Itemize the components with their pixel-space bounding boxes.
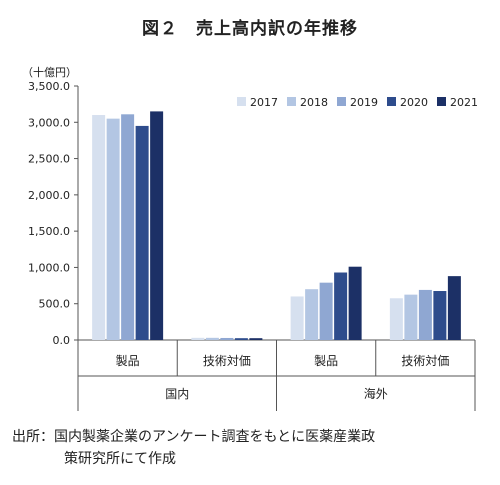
- bar-2019: [319, 282, 333, 340]
- legend-label: 2019: [350, 96, 378, 109]
- legend-label: 2018: [300, 96, 328, 109]
- bar-2019: [220, 337, 234, 340]
- y-axis-unit: （十億円）: [22, 66, 77, 79]
- legend-swatch-2018: [287, 97, 296, 106]
- bar-2018: [205, 337, 219, 340]
- source-text-line2: 策研究所にて作成: [64, 451, 176, 467]
- y-tick-label: 3,000.0: [28, 116, 70, 129]
- x-category-label: 技術対価: [203, 354, 251, 368]
- legend-label: 2017: [250, 96, 278, 109]
- bar-2020: [135, 125, 149, 341]
- x-category-label: 製品: [116, 354, 140, 368]
- source-label: 出所：: [12, 429, 54, 445]
- x-category-label: 製品: [314, 354, 338, 368]
- y-tick-label: 1,500.0: [28, 225, 70, 238]
- y-tick-label: 3,500.0: [28, 80, 70, 93]
- bar-2021: [447, 276, 461, 340]
- x-category-label: 技術対価: [401, 354, 449, 368]
- bar-2017: [389, 298, 403, 340]
- bar-2019: [121, 114, 135, 340]
- legend-label: 2020: [400, 96, 428, 109]
- bar-2021: [249, 338, 263, 340]
- bar-2021: [150, 111, 164, 341]
- bar-2018: [106, 118, 120, 341]
- bar-2021: [348, 266, 362, 340]
- y-tick-label: 2,000.0: [28, 189, 70, 202]
- legend-swatch-2019: [337, 97, 346, 106]
- source-text-line1: 国内製薬企業のアンケート調査をもとに医薬産業政: [54, 429, 376, 445]
- bar-chart: 0.0 500.0 1,000.0 1,500.0 2,000.0 2,500.0 3,00…: [28, 80, 478, 411]
- legend-label: 2021: [450, 96, 478, 109]
- bar-2019: [418, 289, 432, 340]
- bar-2017: [92, 115, 106, 341]
- bar-2018: [404, 294, 418, 340]
- bar-2020: [234, 338, 248, 340]
- y-tick-label: 500.0: [39, 298, 71, 311]
- bar-2020: [433, 291, 447, 340]
- bar-2020: [334, 272, 348, 340]
- source-note: 出所：国内製薬企業のアンケート調査をもとに医薬産業政 策研究所にて作成: [12, 426, 492, 470]
- legend-swatch-2017: [237, 97, 246, 106]
- x-group-label: 海外: [364, 386, 388, 401]
- y-tick-label: 0.0: [53, 334, 71, 347]
- legend-swatch-2020: [387, 97, 396, 106]
- legend-swatch-2021: [437, 97, 446, 106]
- chart-title: 図２ 売上高内訳の年推移: [142, 19, 358, 39]
- y-tick-label: 2,500.0: [28, 153, 70, 166]
- y-tick-label: 1,000.0: [28, 261, 70, 274]
- bar-2017: [290, 296, 304, 340]
- x-group-label: 国内: [165, 387, 189, 401]
- bar-2017: [191, 337, 205, 340]
- bar-2018: [305, 289, 319, 340]
